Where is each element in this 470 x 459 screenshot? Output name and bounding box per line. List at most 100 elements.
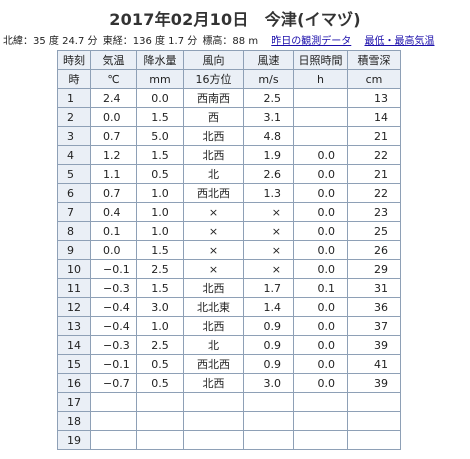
page-title: 2017年02月10日 今津(イマヅ) bbox=[109, 10, 361, 29]
wind-direction-cell: × bbox=[183, 202, 244, 222]
precipitation-cell: 0.5 bbox=[136, 373, 184, 393]
temperature-cell: 0.4 bbox=[90, 202, 137, 222]
hour-cell: 7 bbox=[57, 202, 91, 222]
snow-depth-cell: 39 bbox=[347, 335, 401, 355]
wind-speed-cell: 1.9 bbox=[243, 145, 294, 165]
wind-direction-cell: 北西 bbox=[183, 145, 244, 165]
previous-day-data-link[interactable]: 昨日の観測データ bbox=[271, 36, 352, 47]
table-row: 6 0.7 1.0 西北西 1.3 0.0 22 bbox=[57, 183, 401, 203]
sunshine-cell bbox=[293, 88, 348, 108]
table-row: 5 1.1 0.5 北 2.6 0.0 21 bbox=[57, 164, 401, 184]
precipitation-cell: 1.0 bbox=[136, 183, 184, 203]
table-row: 18 bbox=[57, 411, 401, 431]
table-row: 15 −0.1 0.5 西北西 0.9 0.0 41 bbox=[57, 354, 401, 374]
sunshine-cell: 0.0 bbox=[293, 164, 348, 184]
wind-speed-cell: 1.4 bbox=[243, 297, 294, 317]
sunshine-cell: 0.0 bbox=[293, 316, 348, 336]
wind-direction-cell: 北西 bbox=[183, 126, 244, 146]
hour-cell: 4 bbox=[57, 145, 91, 165]
temperature-cell: −0.4 bbox=[90, 297, 137, 317]
sunshine-cell bbox=[293, 392, 348, 412]
wind-speed-cell bbox=[243, 392, 294, 412]
temperature-cell: −0.1 bbox=[90, 354, 137, 374]
wind-speed-cell: × bbox=[243, 240, 294, 260]
precipitation-cell: 0.0 bbox=[136, 88, 184, 108]
temperature-cell: 0.0 bbox=[90, 107, 137, 127]
snow-depth-cell: 22 bbox=[347, 183, 401, 203]
precipitation-cell: 1.5 bbox=[136, 145, 184, 165]
col-header-temperature: 気温 bbox=[90, 50, 137, 70]
table-row: 1 2.4 0.0 西南西 2.5 13 bbox=[57, 88, 401, 108]
temperature-cell: 0.7 bbox=[90, 183, 137, 203]
sunshine-cell: 0.0 bbox=[293, 354, 348, 374]
precipitation-cell: 1.0 bbox=[136, 221, 184, 241]
sunshine-cell: 0.0 bbox=[293, 221, 348, 241]
table-row: 16 −0.7 0.5 北西 3.0 0.0 39 bbox=[57, 373, 401, 393]
hour-cell: 18 bbox=[57, 411, 91, 431]
col-header-wind-direction: 風向 bbox=[183, 50, 244, 70]
temperature-cell: 2.4 bbox=[90, 88, 137, 108]
wind-speed-cell: 2.6 bbox=[243, 164, 294, 184]
wind-direction-cell: 西北西 bbox=[183, 354, 244, 374]
precipitation-cell: 5.0 bbox=[136, 126, 184, 146]
wind-direction-cell: 北北東 bbox=[183, 297, 244, 317]
unit-wind-direction: 16方位 bbox=[183, 69, 244, 89]
table-row: 9 0.0 1.5 × × 0.0 26 bbox=[57, 240, 401, 260]
unit-temperature: ℃ bbox=[90, 69, 137, 89]
col-header-precipitation: 降水量 bbox=[136, 50, 184, 70]
table-row: 2 0.0 1.5 西 3.1 14 bbox=[57, 107, 401, 127]
unit-wind-speed: m/s bbox=[243, 69, 294, 89]
hour-cell: 15 bbox=[57, 354, 91, 374]
snow-depth-cell: 31 bbox=[347, 278, 401, 298]
precipitation-cell bbox=[136, 411, 184, 431]
wind-speed-cell: 4.8 bbox=[243, 126, 294, 146]
precipitation-cell: 0.5 bbox=[136, 164, 184, 184]
wind-direction-cell: 北 bbox=[183, 335, 244, 355]
wind-direction-cell bbox=[183, 430, 244, 450]
wind-direction-cell: × bbox=[183, 221, 244, 241]
temperature-cell: 1.1 bbox=[90, 164, 137, 184]
hour-cell: 9 bbox=[57, 240, 91, 260]
wind-speed-cell: 0.9 bbox=[243, 316, 294, 336]
header-row-units: 時 ℃ mm 16方位 m/s h cm bbox=[57, 69, 401, 89]
table-row: 10 −0.1 2.5 × × 0.0 29 bbox=[57, 259, 401, 279]
hour-cell: 17 bbox=[57, 392, 91, 412]
temperature-cell: 0.0 bbox=[90, 240, 137, 260]
sunshine-cell bbox=[293, 411, 348, 431]
wind-direction-cell bbox=[183, 411, 244, 431]
hour-cell: 6 bbox=[57, 183, 91, 203]
sunshine-cell: 0.0 bbox=[293, 297, 348, 317]
snow-depth-cell: 21 bbox=[347, 126, 401, 146]
unit-snow-depth: cm bbox=[347, 69, 401, 89]
wind-direction-cell: × bbox=[183, 240, 244, 260]
table-row: 13 −0.4 1.0 北西 0.9 0.0 37 bbox=[57, 316, 401, 336]
snow-depth-cell: 39 bbox=[347, 373, 401, 393]
wind-direction-cell: 北 bbox=[183, 164, 244, 184]
precipitation-cell: 2.5 bbox=[136, 259, 184, 279]
header-row-names: 時刻 気温 降水量 風向 風速 日照時間 積雪深 bbox=[57, 50, 401, 70]
min-max-temperature-link[interactable]: 最低・最高気温 bbox=[364, 36, 435, 47]
temperature-cell bbox=[90, 392, 137, 412]
wind-direction-cell: 西 bbox=[183, 107, 244, 127]
precipitation-cell: 1.5 bbox=[136, 107, 184, 127]
temperature-cell: −0.4 bbox=[90, 316, 137, 336]
table-row: 4 1.2 1.5 北西 1.9 0.0 22 bbox=[57, 145, 401, 165]
wind-direction-cell: × bbox=[183, 259, 244, 279]
snow-depth-cell: 36 bbox=[347, 297, 401, 317]
hour-cell: 11 bbox=[57, 278, 91, 298]
temperature-cell: 1.2 bbox=[90, 145, 137, 165]
precipitation-cell: 1.5 bbox=[136, 240, 184, 260]
snow-depth-cell: 22 bbox=[347, 145, 401, 165]
table-row: 14 −0.3 2.5 北 0.9 0.0 39 bbox=[57, 335, 401, 355]
table-row: 12 −0.4 3.0 北北東 1.4 0.0 36 bbox=[57, 297, 401, 317]
wind-speed-cell bbox=[243, 411, 294, 431]
sunshine-cell: 0.0 bbox=[293, 335, 348, 355]
snow-depth-cell: 13 bbox=[347, 88, 401, 108]
wind-speed-cell: 2.5 bbox=[243, 88, 294, 108]
unit-precipitation: mm bbox=[136, 69, 184, 89]
hour-cell: 10 bbox=[57, 259, 91, 279]
wind-speed-cell: 3.1 bbox=[243, 107, 294, 127]
snow-depth-cell: 25 bbox=[347, 221, 401, 241]
wind-direction-cell bbox=[183, 392, 244, 412]
wind-direction-cell: 西南西 bbox=[183, 88, 244, 108]
